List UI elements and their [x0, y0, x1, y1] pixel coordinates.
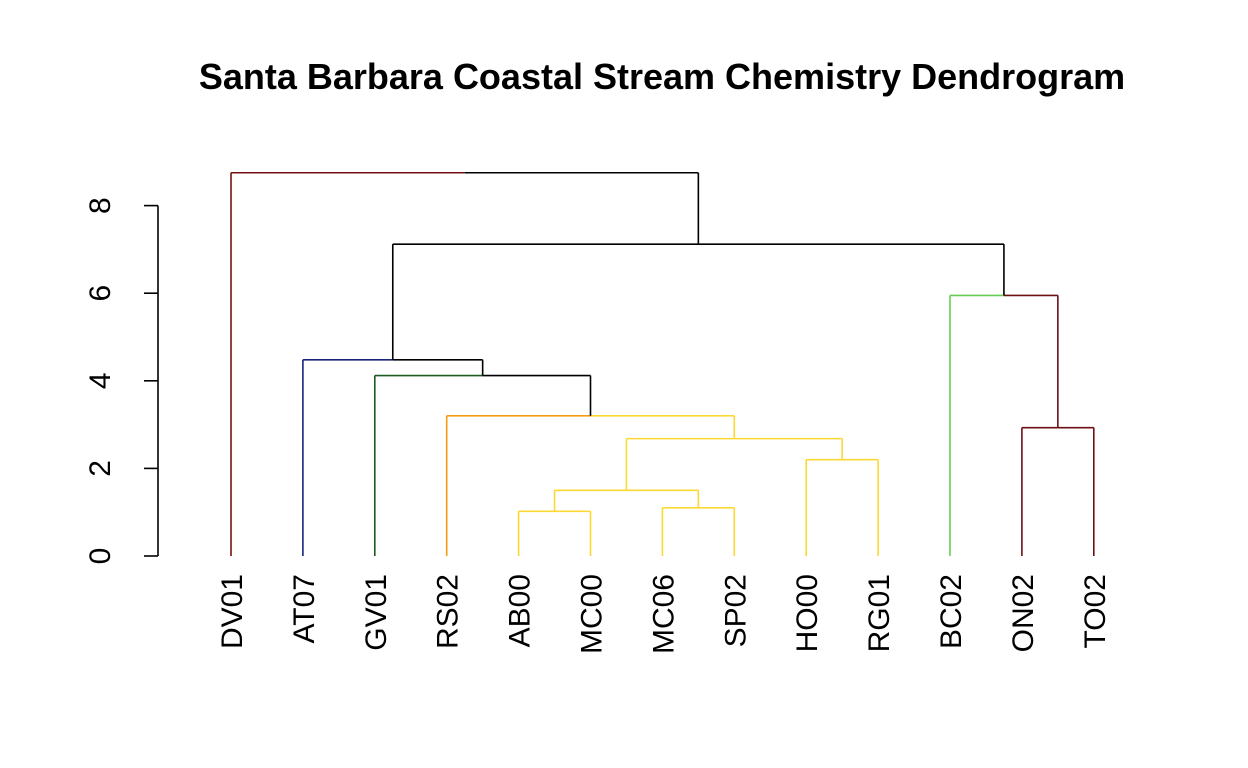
leaf-label: BC02 — [935, 574, 968, 649]
chart-title: Santa Barbara Coastal Stream Chemistry D… — [198, 56, 1126, 97]
leaf-label: MC00 — [576, 574, 609, 654]
leaf-label: MC06 — [647, 574, 680, 654]
dendrogram-branches — [230, 171, 1095, 556]
leaf-label: ON02 — [1007, 574, 1040, 652]
leaf-labels: DV01 AT07 GV01 RS02 AB00 MC00 MC06 SP02 HO00 RG01… — [216, 574, 1112, 654]
leaf-label: SP02 — [719, 574, 752, 647]
y-tick-label: 2 — [84, 460, 117, 477]
leaf-label: RS02 — [432, 574, 465, 649]
leaf-label: AB00 — [504, 574, 537, 647]
y-tick-label: 6 — [84, 285, 117, 302]
y-axis: 0 2 4 6 8 — [84, 197, 159, 565]
leaf-label: AT07 — [288, 574, 321, 643]
leaf-label: HO00 — [791, 574, 824, 652]
leaf-label: GV01 — [360, 574, 393, 651]
y-tick-label: 8 — [84, 197, 117, 214]
y-tick-label: 4 — [84, 372, 117, 389]
leaf-label: TO02 — [1079, 574, 1112, 649]
leaf-label: DV01 — [216, 574, 249, 649]
y-tick-label: 0 — [84, 548, 117, 565]
leaf-label: RG01 — [863, 574, 896, 652]
